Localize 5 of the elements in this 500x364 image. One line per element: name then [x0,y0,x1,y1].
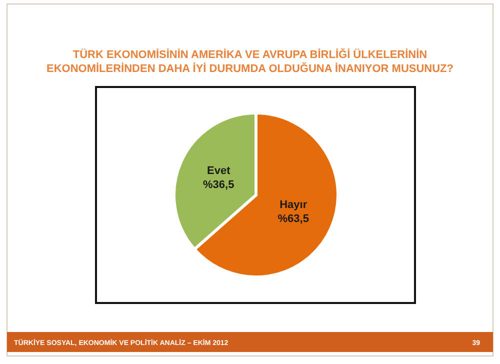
slice-label: Evet [207,165,231,178]
data-label: %36,5 [203,179,234,192]
slice-label: Hayır [280,198,308,211]
chart-title: TÜRK EKONOMİSİNİN AMERİKA VE AVRUPA BİRLİĞİ ÜLKELERİNİN EKONOMİLERİNDEN DAHA İYİ DURUMDA OLDUĞUNA İNANIYOR MUSUNUZ? [46,48,454,75]
data-label: %63,5 [278,212,309,225]
